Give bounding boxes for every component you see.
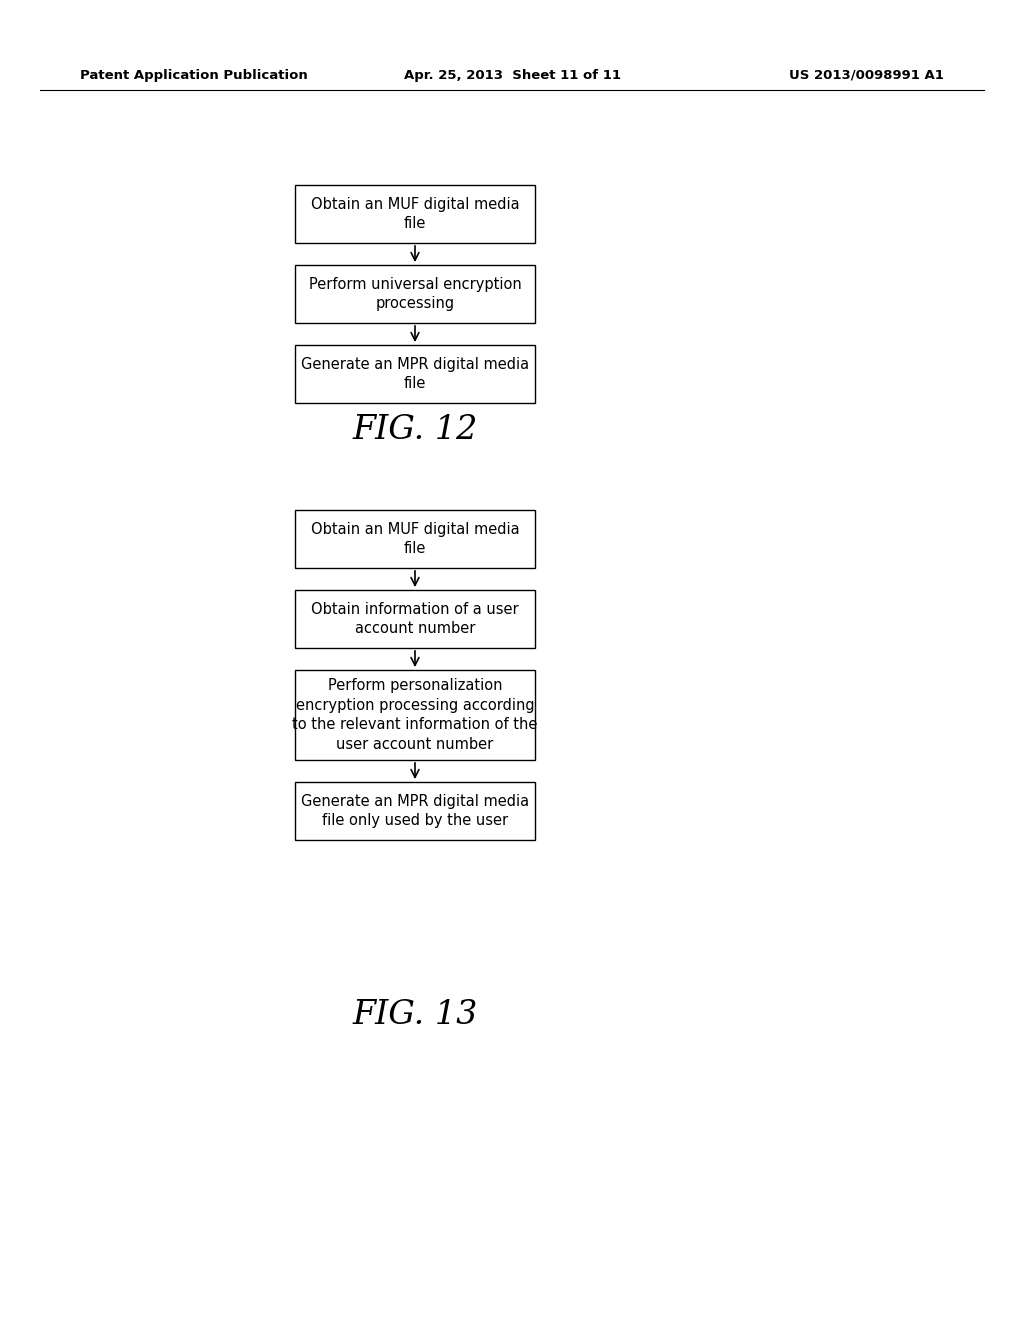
Text: Perform universal encryption
processing: Perform universal encryption processing	[308, 277, 521, 312]
Text: Generate an MPR digital media
file only used by the user: Generate an MPR digital media file only …	[301, 793, 529, 829]
Text: Generate an MPR digital media
file: Generate an MPR digital media file	[301, 356, 529, 392]
Bar	[295, 781, 535, 840]
Text: Apr. 25, 2013  Sheet 11 of 11: Apr. 25, 2013 Sheet 11 of 11	[403, 69, 621, 82]
Text: Obtain information of a user
account number: Obtain information of a user account num…	[311, 602, 519, 636]
Text: Perform personalization
encryption processing according
to the relevant informat: Perform personalization encryption proce…	[292, 677, 538, 752]
Text: Obtain an MUF digital media
file: Obtain an MUF digital media file	[310, 197, 519, 231]
Bar	[295, 265, 535, 323]
Text: FIG. 13: FIG. 13	[352, 999, 477, 1031]
Bar	[295, 510, 535, 568]
Bar	[295, 671, 535, 760]
Text: Obtain an MUF digital media
file: Obtain an MUF digital media file	[310, 521, 519, 557]
Text: US 2013/0098991 A1: US 2013/0098991 A1	[790, 69, 944, 82]
Bar	[295, 185, 535, 243]
Bar	[295, 590, 535, 648]
Bar	[295, 345, 535, 403]
Text: FIG. 12: FIG. 12	[352, 414, 477, 446]
Text: Patent Application Publication: Patent Application Publication	[80, 69, 308, 82]
